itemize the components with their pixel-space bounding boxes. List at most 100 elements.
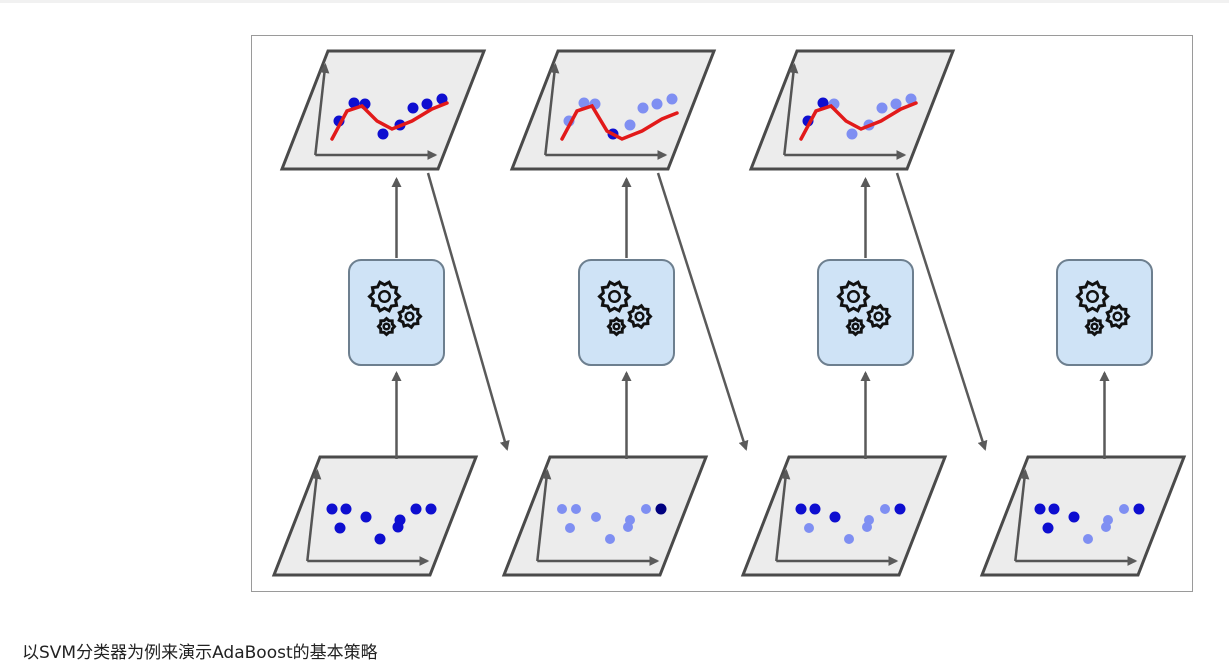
gear-hub (612, 322, 621, 331)
model-point (624, 119, 636, 131)
gear-icon (1105, 303, 1131, 330)
data-panel (740, 455, 948, 577)
learner-box-bg (348, 259, 445, 366)
data-point (655, 503, 667, 515)
data-point (410, 503, 422, 515)
panel-parallelogram (740, 455, 948, 577)
gear-icon (367, 280, 402, 313)
top-divider (0, 0, 1229, 3)
panel-parallelogram (279, 49, 487, 171)
data-point (571, 504, 581, 514)
data-point (565, 523, 575, 533)
data-point (894, 503, 906, 515)
y-axis-arrow (306, 469, 322, 562)
data-point (1034, 503, 1046, 515)
learner-box-bg (1056, 259, 1153, 366)
data-point (340, 503, 352, 515)
gear-hub (851, 322, 860, 331)
data-panel (979, 455, 1187, 577)
data-point (829, 511, 841, 523)
learner-box (578, 259, 675, 366)
data-point (374, 533, 386, 545)
data-point (804, 523, 814, 533)
model-point (666, 93, 678, 105)
learner-box (1056, 259, 1153, 366)
model-panel (509, 49, 717, 171)
gear-hub (404, 311, 415, 322)
data-point (425, 503, 437, 515)
model-point (890, 98, 902, 110)
model-point (436, 93, 448, 105)
data-point (591, 512, 601, 522)
data-point (392, 521, 404, 533)
gear-icon (1075, 280, 1110, 313)
panel-parallelogram (979, 455, 1187, 577)
gear-icon (1084, 316, 1105, 337)
model-panel (748, 49, 956, 171)
stage-1 (271, 49, 510, 577)
data-point (360, 511, 372, 523)
stage-3 (740, 49, 988, 577)
data-point (557, 504, 567, 514)
fit-curve (799, 101, 918, 141)
model-point (348, 97, 360, 109)
data-point (1083, 534, 1093, 544)
data-point (1042, 522, 1054, 534)
panel-parallelogram (509, 49, 717, 171)
model-point (817, 97, 829, 109)
model-point (407, 102, 419, 114)
gear-icon (836, 280, 871, 313)
learner-box (348, 259, 445, 366)
data-point (1068, 511, 1080, 523)
y-axis-arrow (1014, 469, 1030, 562)
panel-parallelogram (501, 455, 709, 577)
data-point (641, 504, 651, 514)
y-axis-arrow (314, 63, 330, 156)
model-point (905, 93, 917, 105)
data-panel (271, 455, 479, 577)
gear-icon (397, 303, 423, 330)
gear-icon (627, 303, 653, 330)
gear-hub (847, 290, 860, 303)
stage-4 (979, 259, 1187, 577)
arrow-diagonal (426, 172, 510, 451)
model-panel (279, 49, 487, 171)
learner-box-bg (817, 259, 914, 366)
gear-hub (1086, 290, 1099, 303)
fit-curve (560, 103, 679, 141)
data-point (809, 503, 821, 515)
gear-icon (845, 316, 866, 337)
gear-icon (606, 316, 627, 337)
arrow-diagonal (656, 172, 749, 451)
data-point (844, 534, 854, 544)
model-point (377, 128, 389, 140)
gear-hub (873, 311, 884, 322)
data-point (1048, 503, 1060, 515)
panel-parallelogram (748, 49, 956, 171)
gear-hub (378, 290, 391, 303)
data-point (795, 503, 807, 515)
model-point (846, 128, 858, 140)
figure-caption: 以SVM分类器为例来演示AdaBoost的基本策略 (22, 643, 378, 663)
model-point (578, 97, 590, 109)
arrow-diagonal (895, 172, 988, 451)
data-point (623, 522, 633, 532)
y-axis-arrow (775, 469, 791, 562)
stage-2 (501, 49, 749, 577)
panel-parallelogram (271, 455, 479, 577)
gear-hub (1112, 311, 1123, 322)
model-point (637, 102, 649, 114)
y-axis-arrow (783, 63, 799, 156)
data-point (1133, 503, 1145, 515)
data-point (326, 503, 338, 515)
gear-icon (376, 316, 397, 337)
fit-curve (330, 101, 449, 141)
data-point (880, 504, 890, 514)
y-axis-arrow (544, 63, 560, 156)
model-point (651, 98, 663, 110)
y-axis-arrow (536, 469, 552, 562)
adaboost-diagram (271, 49, 1187, 577)
gear-hub (1090, 322, 1099, 331)
learner-box-bg (578, 259, 675, 366)
learner-box (817, 259, 914, 366)
